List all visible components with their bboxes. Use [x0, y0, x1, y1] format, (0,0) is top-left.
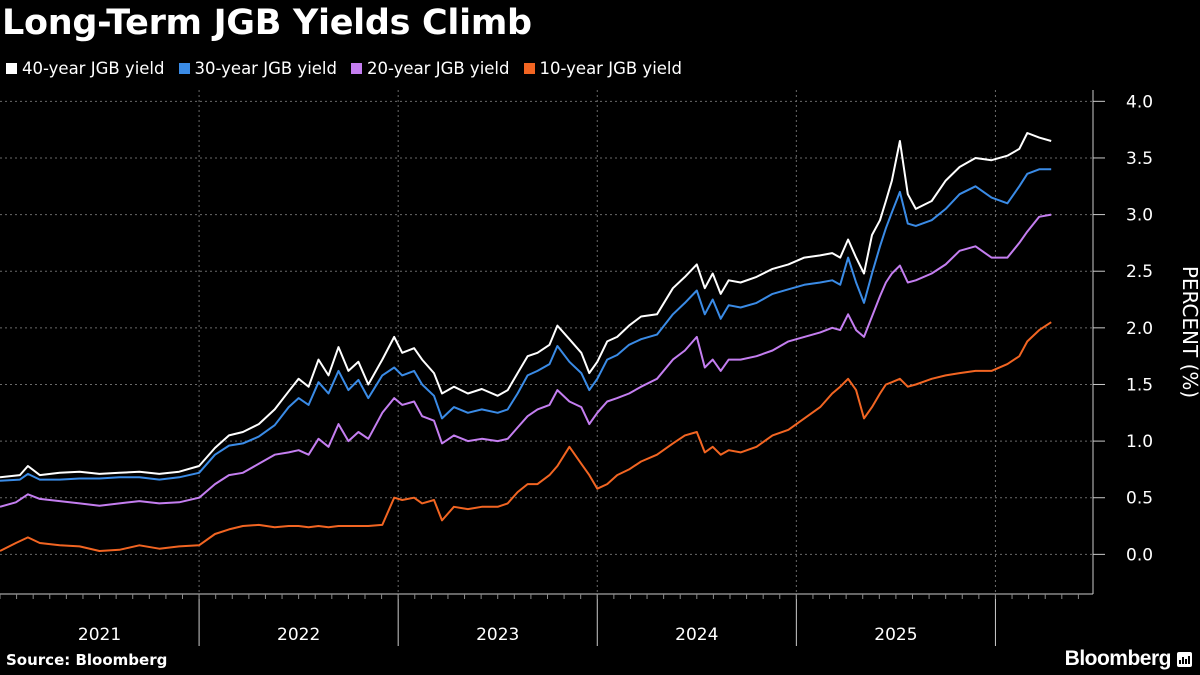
legend-label-30y: 30-year JGB yield	[194, 59, 338, 78]
legend-label-40y: 40-year JGB yield	[22, 59, 165, 78]
legend-swatch-10y	[523, 63, 535, 74]
brand-name: Bloomberg	[1064, 647, 1172, 670]
series-line-40-year-jgb-yield	[0, 132, 1052, 479]
bloomberg-logo: Bloomberg	[1065, 647, 1192, 671]
legend-item-40y: 40-year JGB yield	[6, 59, 165, 78]
series-line-30-year-jgb-yield	[0, 168, 1052, 482]
y-tick-label-1: 0.5	[1126, 489, 1153, 509]
chart-legend: 40-year JGB yield 30-year JGB yield 20-y…	[6, 59, 682, 78]
legend-swatch-40y	[6, 63, 17, 74]
y-tick-label-4: 2.0	[1126, 319, 1153, 339]
y-tick-label-8: 4.0	[1126, 92, 1153, 112]
x-year-label-2023: 2023	[476, 625, 519, 645]
x-year-label-2022: 2022	[277, 625, 320, 645]
legend-item-10y: 10-year JGB yield	[523, 59, 683, 78]
y-tick-label-0: 0.0	[1126, 545, 1153, 565]
y-tick-label-3: 1.5	[1126, 375, 1153, 395]
x-year-label-2024: 2024	[675, 625, 718, 645]
legend-item-30y: 30-year JGB yield	[178, 59, 338, 78]
source-note: Source: Bloomberg	[6, 651, 168, 669]
legend-swatch-30y	[178, 63, 190, 74]
legend-item-20y: 20-year JGB yield	[351, 59, 510, 78]
bloomberg-terminal-icon	[1177, 651, 1192, 667]
legend-swatch-20y	[351, 63, 362, 74]
legend-label-10y: 10-year JGB yield	[539, 59, 683, 78]
series-line-20-year-jgb-yield	[0, 213, 1052, 508]
x-year-label-2025: 2025	[874, 625, 917, 645]
y-tick-label-2: 1.0	[1126, 432, 1153, 452]
legend-label-20y: 20-year JGB yield	[367, 59, 510, 78]
y-tick-label-5: 2.5	[1126, 262, 1153, 282]
x-year-label-2021: 2021	[78, 625, 121, 645]
y-tick-label-6: 3.0	[1126, 206, 1153, 226]
chart-title: Long-Term JGB Yields Climb	[2, 3, 532, 43]
y-axis-label: PERCENT (%)	[1178, 266, 1200, 398]
series-line-10-year-jgb-yield	[0, 321, 1052, 552]
y-tick-label-7: 3.5	[1126, 149, 1153, 169]
